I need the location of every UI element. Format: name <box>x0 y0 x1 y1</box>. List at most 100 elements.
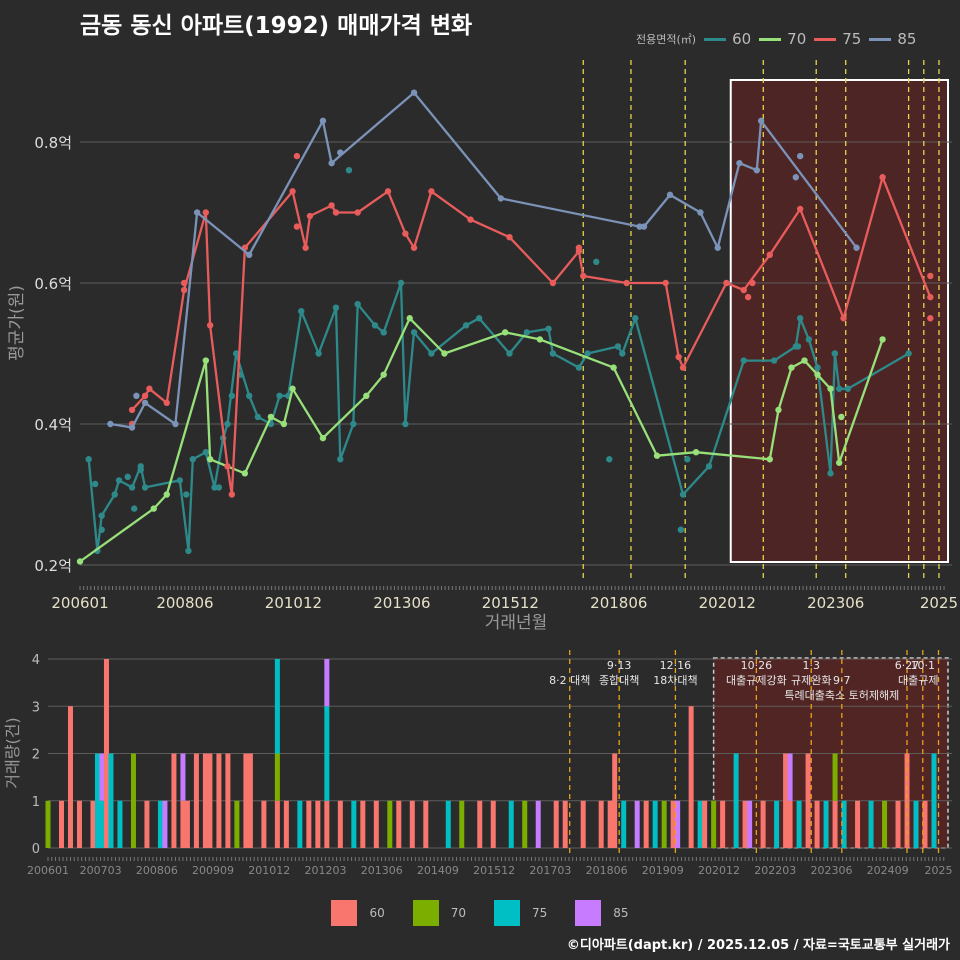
bar-legend-label-60: 60 <box>369 906 385 920</box>
bar-x-tick-label: 201512 <box>473 864 515 877</box>
bar-segment-60 <box>607 800 613 848</box>
scatter-point-85 <box>792 174 800 181</box>
bar-y-axis-label: 거래량(건) <box>3 717 22 788</box>
bar-segment-60 <box>688 706 694 848</box>
bar-segment-60 <box>261 800 267 848</box>
series-point-60 <box>85 456 92 463</box>
scatter-point-85 <box>796 152 804 160</box>
series-point-60 <box>584 350 591 357</box>
series-point-75 <box>146 385 153 392</box>
series-point-70 <box>536 336 544 343</box>
series-point-70 <box>289 385 296 392</box>
policy-annotation: 12·16 <box>660 659 692 672</box>
bar-segment-75 <box>324 706 330 801</box>
series-point-70 <box>319 434 327 442</box>
top-legend: 전용면적(㎡) 60 70 75 85 <box>636 30 924 48</box>
series-point-75 <box>163 399 170 407</box>
bar-segment-60 <box>760 800 766 848</box>
bar-segment-60 <box>216 753 222 848</box>
y-tick-label: 0.2억 <box>34 557 72 575</box>
policy-annotation: 18차대책 <box>653 674 697 687</box>
bar-segment-75 <box>94 753 100 848</box>
bar-segment-60 <box>202 753 208 848</box>
series-point-85 <box>410 89 418 96</box>
scatter-point-60 <box>684 456 691 463</box>
bar-segment-85 <box>747 800 753 848</box>
series-point-70 <box>879 336 886 343</box>
chart-title: 금동 동신 아파트(1992) 매매가격 변화 <box>80 13 473 39</box>
series-point-60 <box>619 350 626 357</box>
bar-segment-75 <box>508 800 514 848</box>
series-point-75 <box>879 174 886 181</box>
series-point-60 <box>792 343 800 350</box>
series-point-60 <box>380 329 387 336</box>
bar-segment-70 <box>522 800 528 848</box>
series-point-60 <box>397 279 405 287</box>
bar-segment-60 <box>904 753 910 848</box>
bar-x-tick-label: 2025 <box>925 864 953 877</box>
series-point-60 <box>211 484 218 491</box>
bar-segment-60 <box>360 800 366 848</box>
scatter-point-85 <box>133 392 140 399</box>
x-axis-label: 거래년월 <box>485 613 548 633</box>
series-point-60 <box>298 308 305 315</box>
bar-segment-85 <box>787 753 793 801</box>
bar-segment-60 <box>315 800 321 848</box>
series-point-75 <box>506 233 513 241</box>
series-point-75 <box>723 279 730 287</box>
series-point-75 <box>141 392 149 399</box>
series-point-60 <box>111 491 118 498</box>
bar-legend-label-70: 70 <box>450 906 466 920</box>
y-axis-label: 평균가(원) <box>7 285 27 361</box>
series-point-85 <box>753 167 760 174</box>
bar-segment-60 <box>702 800 708 848</box>
x-tick-label: 202012 <box>699 594 756 612</box>
bar-segment-60 <box>76 800 82 848</box>
series-point-60 <box>141 484 149 491</box>
scatter-point-75 <box>744 293 752 301</box>
series-point-60 <box>462 322 470 329</box>
series-point-70 <box>163 491 170 498</box>
bar-segment-60 <box>855 800 861 848</box>
bar-legend-label-85: 85 <box>613 906 629 920</box>
bar-segment-75 <box>774 800 780 848</box>
series-point-70 <box>406 315 413 322</box>
scatter-point-75 <box>293 152 301 160</box>
y-tick-label: 0.4억 <box>34 416 72 434</box>
x-tick-label: 200601 <box>51 594 108 612</box>
series-point-60 <box>770 357 778 364</box>
x-tick-label: 2025 <box>920 594 958 612</box>
series-point-75 <box>675 353 682 361</box>
bar-segment-60 <box>580 800 586 848</box>
bar-segment-60 <box>274 800 280 848</box>
scatter-point-75 <box>927 272 934 280</box>
bar-segment-75 <box>868 800 874 848</box>
series-point-70 <box>827 385 834 392</box>
bar-x-tick-label: 201909 <box>642 864 684 877</box>
bar-segment-75 <box>913 800 919 848</box>
policy-annotation: 대출규제 <box>898 674 938 687</box>
bar-legend-item-85: 85 <box>575 900 629 926</box>
bar-segment-60 <box>171 753 177 848</box>
bar-segment-60 <box>193 753 199 848</box>
bar-y-tick-label: 1 <box>32 795 40 810</box>
bar-segment-60 <box>814 800 820 848</box>
bar-segment-70 <box>832 753 838 801</box>
bar-segment-85 <box>324 659 330 707</box>
policy-annotation: 대출규제강화 <box>726 674 787 687</box>
series-point-70 <box>836 459 843 466</box>
series-point-60 <box>276 392 283 399</box>
bar-segment-60 <box>90 800 96 848</box>
scatter-point-75 <box>293 223 301 230</box>
series-point-70 <box>202 357 210 364</box>
bar-x-tick-label: 201703 <box>529 864 571 877</box>
bar-segment-60 <box>58 800 64 848</box>
series-point-75 <box>740 286 747 294</box>
bar-x-tick-label: 201806 <box>586 864 628 877</box>
series-point-60 <box>137 463 144 470</box>
bar-x-tick-label: 201306 <box>361 864 403 877</box>
bar-segment-60 <box>922 800 928 848</box>
bar-segment-75 <box>697 800 703 848</box>
policy-annotation: 9·7 <box>833 674 851 687</box>
series-point-60 <box>224 420 231 428</box>
